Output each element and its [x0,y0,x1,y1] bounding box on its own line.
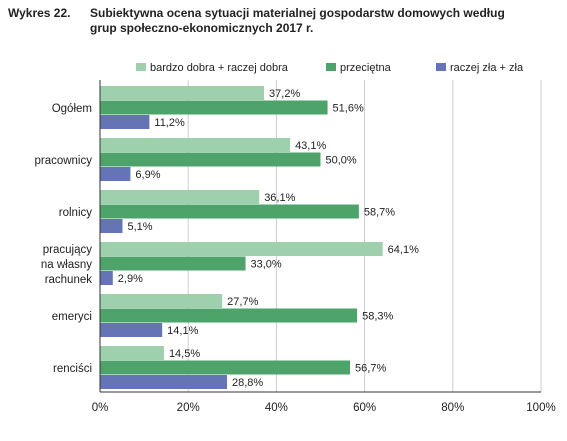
category-label: pracujący [43,244,92,256]
bar [100,167,131,181]
legend-label: przeciętna [340,62,392,74]
chart-title-line1: Subiektywna ocena sytuacji materialnej g… [90,6,505,20]
bar [100,375,228,389]
data-label: 43,1% [295,140,326,152]
data-label: 56,7% [355,363,386,375]
legend-swatch [436,63,446,71]
bar [100,204,359,219]
category-label: pracownicy [34,155,92,167]
data-label: 33,0% [251,259,282,271]
x-tick-label: 0% [92,402,109,414]
chart-title-number: Wykres 22. [8,6,71,20]
x-tick-label: 80% [441,402,464,414]
bar [100,346,164,360]
data-label: 51,6% [333,103,364,115]
data-label: 36,1% [264,192,295,204]
bar [100,256,246,271]
data-label: 5,1% [127,221,152,233]
bar [100,138,291,152]
bar [100,86,265,100]
bar [100,360,351,375]
data-label: 27,7% [227,296,258,308]
data-label: 6,9% [135,169,160,181]
legend-label: bardzo dobra + raczej dobra [150,62,289,74]
category-label: rachunek [45,274,93,286]
bar [100,100,328,115]
data-label: 14,1% [167,325,198,337]
category-label: Ogółem [52,103,92,115]
bar [100,219,123,233]
data-label: 37,2% [269,88,300,100]
x-tick-label: 60% [353,402,376,414]
bar [100,190,260,204]
category-label: rolnicy [59,207,92,219]
data-label: 28,8% [232,377,263,389]
bar [100,308,358,323]
legend-label: raczej zła + zła [450,62,524,74]
data-label: 14,5% [169,348,200,360]
data-label: 11,2% [154,117,185,129]
data-label: 64,1% [388,244,419,256]
category-label: emeryci [52,311,92,323]
x-tick-label: 40% [265,402,288,414]
category-label: renciści [53,363,92,375]
legend-swatch [326,63,336,71]
x-tick-label: 100% [526,402,555,414]
bar [100,323,163,337]
bar [100,152,321,167]
data-label: 50,0% [326,155,357,167]
bar [100,115,150,129]
bar [100,294,223,308]
category-label: na własny [41,259,92,271]
chart-title: Wykres 22. Subiektywna ocena sytuacji mat… [8,6,558,36]
bar [100,242,383,256]
data-label: 2,9% [118,273,143,285]
bar [100,271,113,285]
chart-title-line2: grup społeczno-ekonomicznych 2017 r. [90,21,314,35]
x-tick-label: 20% [177,402,200,414]
data-label: 58,3% [362,311,393,323]
data-label: 58,7% [364,207,395,219]
legend-swatch [136,63,146,71]
